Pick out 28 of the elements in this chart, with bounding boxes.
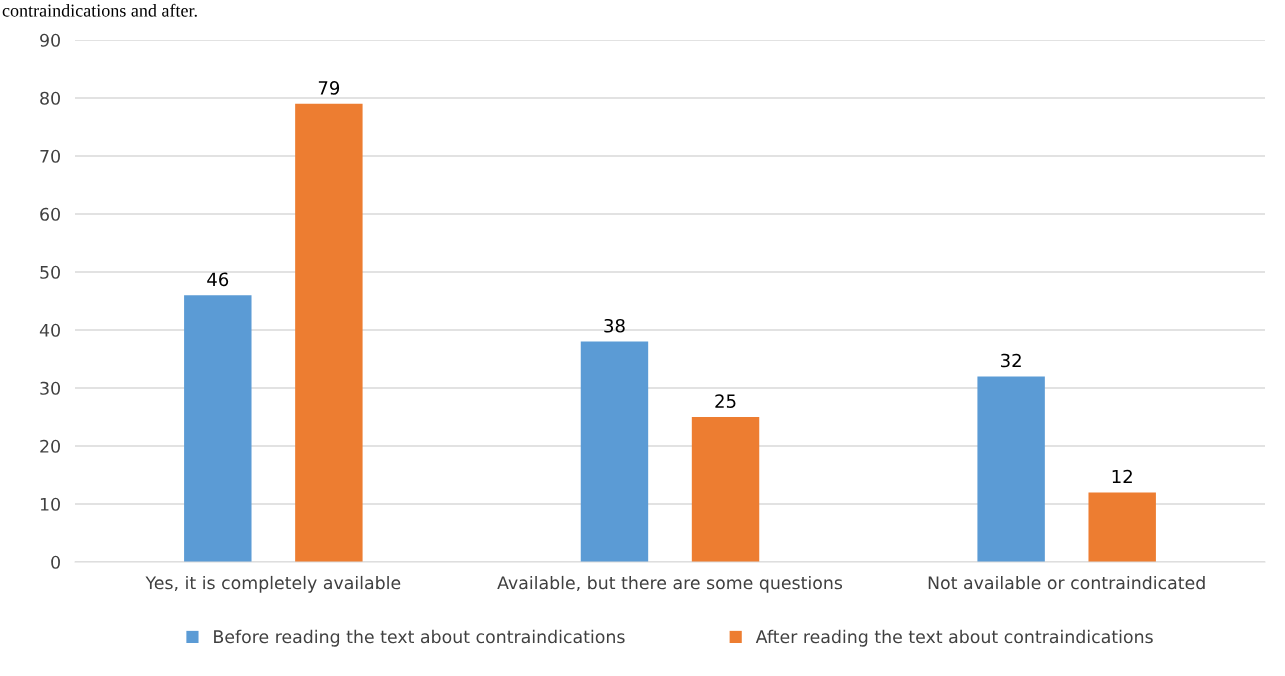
- bar: [295, 103, 363, 562]
- y-tick-label: 0: [51, 555, 60, 569]
- data-label: 38: [604, 318, 625, 333]
- y-tick-label: 40: [39, 323, 60, 337]
- bar: [977, 376, 1045, 562]
- data-label: 46: [207, 272, 229, 287]
- bar: [691, 417, 760, 562]
- y-tick-label: 50: [40, 265, 60, 279]
- data-label: 32: [1001, 353, 1021, 368]
- legend-label: Before reading the text about contraindications: [214, 629, 625, 647]
- y-tick-label: 80: [40, 91, 60, 105]
- x-tick-label: Available, but there are some questions: [497, 575, 843, 593]
- bar: [1088, 492, 1156, 562]
- bar: [580, 341, 649, 562]
- bar: [184, 295, 252, 562]
- y-tick-label: 70: [40, 149, 60, 163]
- y-tick-label: 10: [40, 497, 60, 511]
- y-tick-label: 20: [40, 439, 60, 453]
- data-label: 12: [1112, 469, 1132, 484]
- data-label: 79: [318, 81, 340, 95]
- legend-label: After reading the text about contraindications: [755, 629, 1153, 647]
- y-tick-label: 60: [40, 207, 60, 221]
- data-label: 25: [715, 394, 736, 408]
- text: contraindications and after.: [2, 3, 197, 17]
- x-tick-label: Not available or contraindicated: [928, 575, 1205, 590]
- y-tick-label: 90: [40, 33, 60, 47]
- x-tick-label: Yes, it is completely available: [145, 575, 401, 593]
- y-tick-label: 30: [40, 381, 60, 395]
